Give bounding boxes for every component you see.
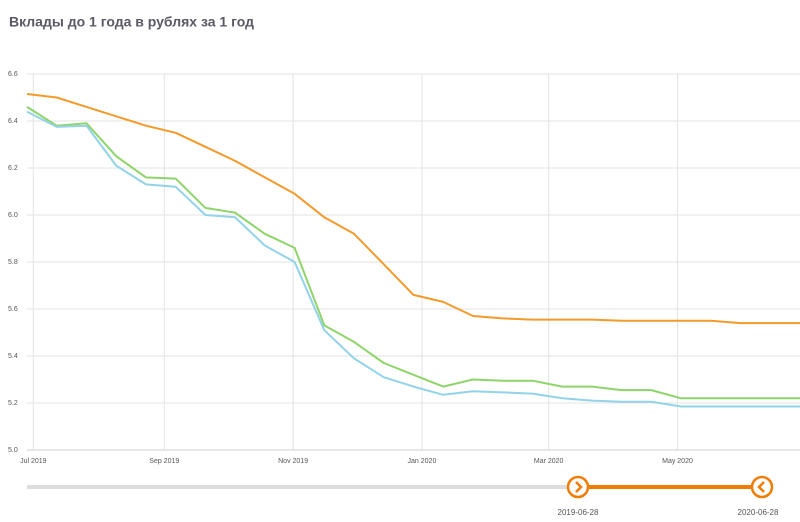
- chevron-icon: [575, 481, 583, 493]
- x-tick-label: Jan 2020: [408, 458, 437, 465]
- x-tick-label: Mar 2020: [534, 458, 564, 465]
- y-tick-label: 5.6: [8, 306, 18, 313]
- chevron-icon: [757, 481, 765, 493]
- y-tick-label: 5.0: [8, 447, 18, 454]
- slider-start-handle[interactable]: [566, 475, 590, 499]
- range-slider: 2019-06-28 2020-06-28: [27, 475, 779, 517]
- series-line: [26, 106, 800, 400]
- y-tick-label: 5.2: [8, 400, 18, 407]
- slider-start-label: 2019-06-28: [558, 508, 599, 517]
- series-line: [26, 93, 800, 325]
- x-tick-label: Nov 2019: [278, 458, 308, 465]
- y-tick-label: 6.6: [8, 71, 18, 78]
- series-line: [26, 110, 800, 408]
- y-tick-label: 5.4: [8, 353, 18, 360]
- slider-end-label: 2020-06-28: [738, 508, 779, 517]
- x-tick-label: May 2020: [662, 458, 693, 465]
- y-tick-label: 6.2: [8, 165, 18, 172]
- slider-end-handle[interactable]: [750, 475, 774, 499]
- y-tick-label: 6.0: [8, 212, 18, 219]
- x-tick-label: Jul 2019: [20, 458, 47, 465]
- y-tick-label: 5.8: [8, 259, 18, 266]
- x-tick-label: Sep 2019: [149, 458, 179, 465]
- chart-title: Вклады до 1 года в рублях за 1 год: [9, 14, 254, 30]
- y-tick-label: 6.4: [8, 118, 18, 125]
